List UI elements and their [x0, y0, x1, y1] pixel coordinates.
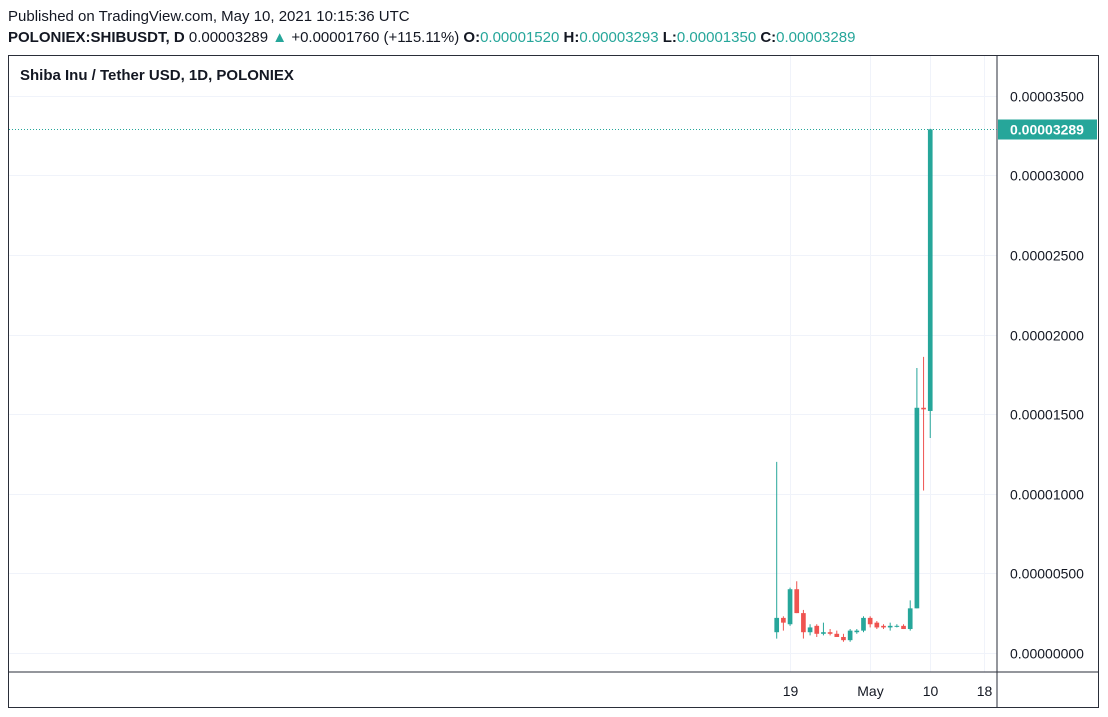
high-label: H: [563, 29, 580, 46]
candle-body [847, 630, 853, 641]
high-value: 0.00003293 [579, 29, 659, 46]
candle-body [854, 630, 860, 633]
candle-body [861, 617, 866, 631]
candle-body [801, 613, 806, 633]
candle [827, 629, 833, 636]
price-tick-label: 0.00003500 [1010, 89, 1084, 105]
candle [854, 629, 860, 634]
last-price-tag [998, 119, 1097, 140]
time-tick-label: May [857, 683, 883, 699]
price-tick-label: 0.00002500 [1010, 248, 1084, 264]
candle [874, 621, 880, 630]
candles-layer [774, 128, 933, 642]
time-tick-label: 19 [783, 683, 799, 699]
time-axis: 19 May 10 18 [9, 671, 1098, 699]
published-line: Published on TradingView.com, May 10, 20… [8, 8, 410, 25]
candle-body [921, 407, 926, 410]
candle [787, 587, 793, 626]
change-value: +0.00001760 (+115.11%) [291, 29, 460, 46]
candle-body [794, 589, 800, 614]
candle-body [887, 625, 893, 628]
candle [887, 622, 893, 631]
price-tick-label: 0.00002000 [1010, 328, 1084, 344]
candle [774, 461, 780, 639]
candle-body [781, 617, 786, 623]
candle [867, 616, 873, 628]
candle-body [807, 627, 813, 633]
candle-body [774, 617, 780, 633]
candle [881, 624, 886, 630]
ohlc-legend: POLONIEX:SHIBUSDT, D 0.00003289 ▲ +0.000… [8, 29, 855, 46]
price-tick-label: 0.00000000 [1010, 646, 1084, 662]
candle [861, 616, 866, 633]
grid-lines [9, 56, 997, 672]
price-tick-label: 0.00001000 [1010, 487, 1084, 503]
last-price-tag-label: 0.00003289 [1010, 122, 1084, 138]
candle-body [827, 632, 833, 634]
chart-title: Shiba Inu / Tether USD, 1D, POLONIEX [20, 67, 294, 84]
open-label: O: [463, 29, 481, 46]
candle [781, 616, 786, 631]
candle-body [901, 625, 906, 630]
chart-frame[interactable] [8, 55, 1099, 708]
candle [814, 624, 820, 637]
candle [914, 367, 920, 609]
price-tick-label: 0.00001500 [1010, 407, 1084, 423]
candle-body [834, 633, 840, 637]
close-value: 0.00003289 [776, 29, 856, 46]
candle [921, 356, 926, 491]
price-axis: 0.00003500 0.00003000 0.00002500 0.00002000… [9, 56, 1097, 707]
low-label: L: [662, 29, 677, 46]
candle-body [867, 617, 873, 625]
time-tick-label: 10 [923, 683, 939, 699]
candle [821, 622, 826, 636]
candle-body [787, 589, 793, 625]
candle-body [914, 407, 920, 609]
price-tick-label: 0.00003000 [1010, 168, 1084, 184]
candle [907, 600, 913, 631]
candle-body [894, 625, 900, 627]
last-price-value: 0.00003289 [188, 29, 269, 46]
candle [894, 624, 900, 628]
candle-body [907, 608, 913, 630]
low-value: 0.00001350 [676, 29, 757, 46]
close-label: C: [760, 29, 777, 46]
open-value: 0.00001520 [480, 29, 560, 46]
up-triangle-icon: ▲ [272, 29, 288, 46]
candle-body [821, 632, 826, 634]
candle-body [927, 129, 933, 411]
candle-body [874, 622, 880, 628]
candle [841, 633, 846, 642]
candle [847, 629, 853, 642]
candle [901, 624, 906, 630]
symbol-label: POLONIEX:SHIBUSDT, D [8, 29, 185, 46]
price-tick-label: 0.00000500 [1010, 566, 1084, 582]
candle-body [881, 625, 886, 628]
candle-body [841, 636, 846, 641]
candle [794, 581, 800, 614]
candle-body [814, 625, 820, 634]
candle [927, 128, 933, 439]
candle [801, 609, 806, 639]
candle [834, 630, 840, 637]
candle [807, 624, 813, 636]
time-tick-label: 18 [977, 683, 993, 699]
